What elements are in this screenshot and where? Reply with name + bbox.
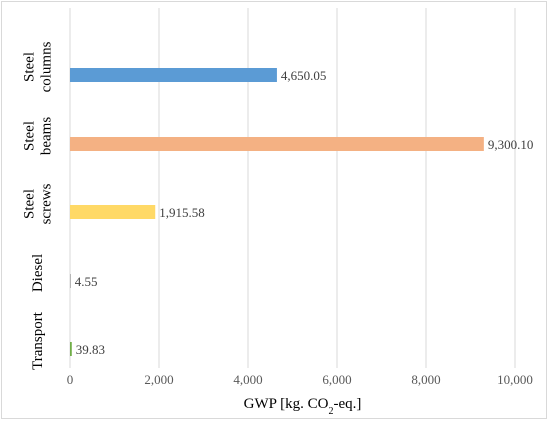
gridlines bbox=[69, 8, 516, 368]
category-label: Diesel bbox=[30, 254, 46, 292]
x-tick-label: 6,000 bbox=[322, 372, 351, 387]
x-axis-title-subscript: 2 bbox=[328, 406, 333, 417]
data-label: 39.83 bbox=[76, 342, 105, 357]
data-label: 4.55 bbox=[75, 274, 98, 289]
bar bbox=[70, 274, 71, 288]
x-axis-title-tail: -eq.] bbox=[333, 396, 361, 412]
bar bbox=[70, 137, 484, 151]
data-label: 4,650.05 bbox=[281, 68, 327, 83]
x-tick-label: 2,000 bbox=[144, 372, 173, 387]
x-axis-title-main: GWP [kg. CO bbox=[244, 396, 329, 412]
data-label: 9,300.10 bbox=[488, 137, 534, 152]
data-label: 1,915.58 bbox=[159, 205, 205, 220]
x-tick-label: 8,000 bbox=[411, 372, 440, 387]
data-labels: 4,650.05 9,300.10 1,915.58 4.55 39.83 bbox=[75, 68, 534, 357]
category-label: Steelbeams bbox=[22, 117, 55, 155]
x-axis-title: GWP [kg. CO2-eq.] bbox=[244, 396, 362, 417]
x-axis-tick-labels: 0 2,000 4,000 6,000 8,000 10,000 bbox=[67, 372, 533, 387]
category-label: Steelscrews bbox=[22, 183, 55, 224]
category-label: Steelcolumns bbox=[22, 41, 55, 92]
bar bbox=[70, 342, 72, 356]
x-tick-label: 0 bbox=[67, 372, 74, 387]
bar bbox=[70, 68, 277, 82]
category-label: Transport bbox=[30, 311, 46, 370]
x-tick-label: 4,000 bbox=[233, 372, 262, 387]
bar bbox=[70, 205, 156, 219]
x-tick-label: 10,000 bbox=[497, 372, 533, 387]
category-labels: Steelcolumns Steelbeams Steelscrews Diesel T… bbox=[22, 41, 55, 369]
bars bbox=[70, 68, 484, 356]
